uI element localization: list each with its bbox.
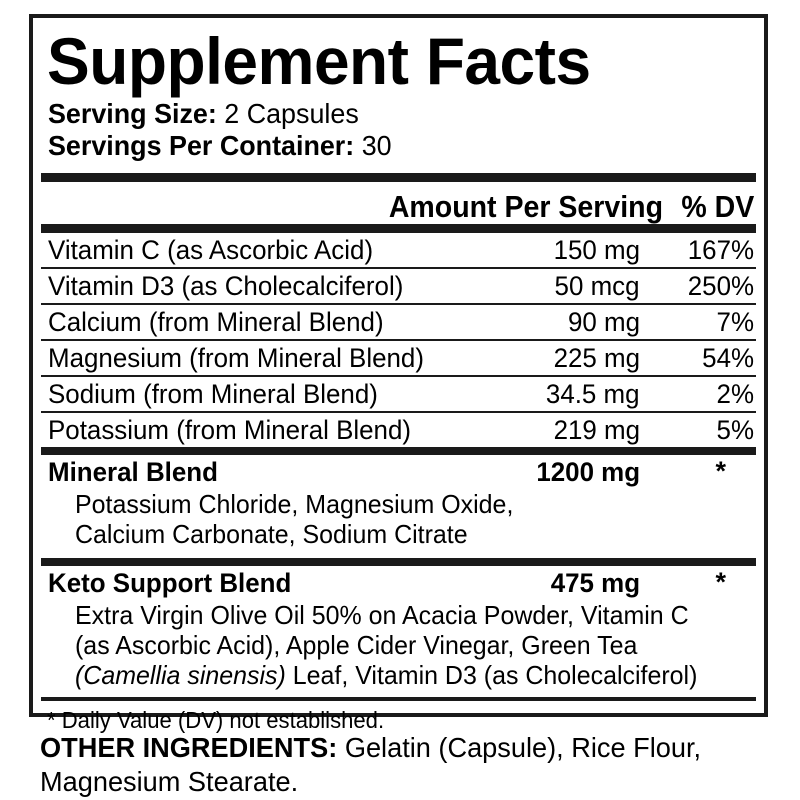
blend-ingredient-line-botanical: (Camellia sinensis) Leaf, Vitamin D3 (as… <box>75 660 729 690</box>
blend-section-keto: Keto Support Blend 475 mg * Extra Virgin… <box>41 566 756 690</box>
blend-ingredient-line: (as Ascorbic Acid), Apple Cider Vinegar,… <box>75 630 638 660</box>
nutrient-dv: 5% <box>716 415 754 445</box>
table-row: Magnesium (from Mineral Blend) 225 mg 54… <box>41 341 756 375</box>
row-divider <box>41 411 756 413</box>
daily-value-footnote: * Daily Value (DV) not established. <box>47 707 385 733</box>
nutrient-amount: 219 mg <box>553 415 640 445</box>
row-divider <box>41 375 756 377</box>
nutrient-amount: 50 mcg <box>554 271 640 301</box>
nutrient-name: Potassium (from Mineral Blend) <box>48 415 411 445</box>
blend-amount: 1200 mg <box>536 457 640 487</box>
servings-per-container-label: Servings Per Container: <box>48 130 355 161</box>
nutrient-amount: 34.5 mg <box>546 379 640 409</box>
row-divider <box>41 339 756 341</box>
servings-per-container-line: Servings Per Container: 30 <box>48 130 731 162</box>
blend-ingredient-line: Calcium Carbonate, Sodium Citrate <box>75 519 468 549</box>
column-header-dv: % DV <box>681 189 754 224</box>
table-row: Sodium (from Mineral Blend) 34.5 mg 2% <box>41 377 756 411</box>
rule-above-mineral-blend <box>41 447 756 455</box>
nutrient-name: Vitamin D3 (as Cholecalciferol) <box>48 271 404 301</box>
other-ingredients-value-line1: Gelatin (Capsule), Rice Flour, <box>337 732 702 763</box>
nutrient-name: Sodium (from Mineral Blend) <box>48 379 378 409</box>
servings-per-container-value: 30 <box>361 130 392 161</box>
nutrient-amount: 225 mg <box>553 343 640 373</box>
table-row: Vitamin C (as Ascorbic Acid) 150 mg 167% <box>41 233 756 267</box>
botanical-name: (Camellia sinensis) <box>75 660 286 690</box>
nutrient-name: Magnesium (from Mineral Blend) <box>48 343 424 373</box>
blend-dv-asterisk: * <box>715 456 726 486</box>
other-ingredients-value-line2: Magnesium Stearate. <box>40 766 299 797</box>
botanical-line-rest: Leaf, Vitamin D3 (as Cholecalciferol) <box>285 660 698 690</box>
blend-header-row: Keto Support Blend 475 mg * <box>41 566 756 600</box>
rule-below-header <box>41 224 756 233</box>
table-header-row: Amount Per Serving % DV <box>41 182 756 224</box>
table-row: Calcium (from Mineral Blend) 90 mg 7% <box>41 305 756 339</box>
other-ingredients: OTHER INGREDIENTS: Gelatin (Capsule), Ri… <box>40 731 748 799</box>
serving-size-line: Serving Size: 2 Capsules <box>48 98 731 130</box>
table-row: Vitamin D3 (as Cholecalciferol) 50 mcg 2… <box>41 269 756 303</box>
nutrient-dv: 167% <box>687 235 754 265</box>
nutrient-dv: 54% <box>702 343 754 373</box>
nutrient-amount: 150 mg <box>553 235 640 265</box>
other-ingredients-label: OTHER INGREDIENTS: <box>40 732 338 763</box>
table-row: Potassium (from Mineral Blend) 219 mg 5% <box>41 413 756 447</box>
rule-above-footnote <box>41 697 756 701</box>
rule-above-header <box>41 173 756 182</box>
nutrient-name: Calcium (from Mineral Blend) <box>48 307 384 337</box>
blend-header-row: Mineral Blend 1200 mg * <box>41 455 756 489</box>
blend-ingredient-line: Potassium Chloride, Magnesium Oxide, <box>75 489 514 519</box>
nutrient-name: Vitamin C (as Ascorbic Acid) <box>48 235 374 265</box>
nutrient-dv: 7% <box>716 307 754 337</box>
blend-dv-asterisk: * <box>715 567 726 597</box>
nutrient-dv: 2% <box>716 379 754 409</box>
column-header-amount: Amount Per Serving <box>388 189 663 224</box>
blend-name: Mineral Blend <box>48 457 218 487</box>
blend-section-mineral: Mineral Blend 1200 mg * Potassium Chlori… <box>41 455 756 549</box>
serving-size-value: 2 Capsules <box>224 98 359 129</box>
row-divider <box>41 267 756 269</box>
supplement-facts-box: Supplement Facts Serving Size: 2 Capsule… <box>29 14 768 733</box>
nutrient-amount: 90 mg <box>567 307 640 337</box>
serving-size-label: Serving Size: <box>48 98 217 129</box>
blend-name: Keto Support Blend <box>48 568 292 598</box>
blend-amount: 475 mg <box>550 568 640 598</box>
row-divider <box>41 303 756 305</box>
nutrient-dv: 250% <box>687 271 754 301</box>
rule-above-keto-blend <box>41 558 756 566</box>
blend-ingredient-line: Extra Virgin Olive Oil 50% on Acacia Pow… <box>75 600 689 630</box>
page-title: Supplement Facts <box>47 24 591 98</box>
